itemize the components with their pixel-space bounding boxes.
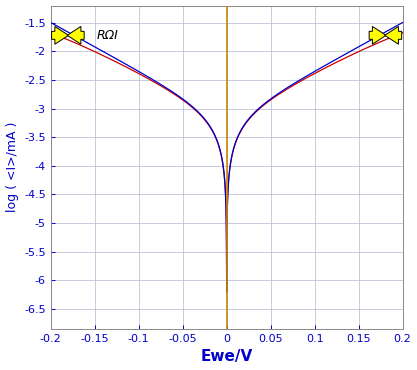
FancyArrow shape xyxy=(369,26,386,44)
X-axis label: Ewe/V: Ewe/V xyxy=(201,349,253,364)
FancyArrow shape xyxy=(67,26,84,44)
FancyArrow shape xyxy=(52,26,68,44)
Text: RΩI: RΩI xyxy=(96,29,118,42)
FancyArrow shape xyxy=(385,26,402,44)
Y-axis label: log ( <I>/mA ): log ( <I>/mA ) xyxy=(5,122,18,212)
